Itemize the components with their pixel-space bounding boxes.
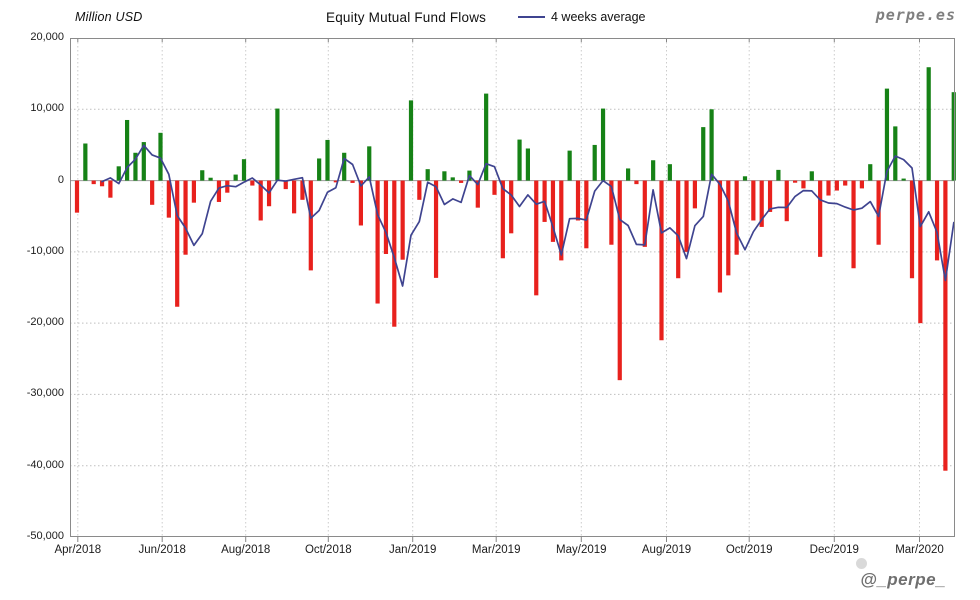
x-axis-label: Mar/2020 bbox=[895, 544, 944, 556]
x-axis-label: Mar/2019 bbox=[471, 544, 521, 556]
y-axis-label: 10,000 bbox=[30, 102, 64, 115]
y-axis-units-label: Million USD bbox=[75, 10, 143, 24]
y-axis-label: -50,000 bbox=[26, 530, 64, 542]
x-axis-label: Dec/2019 bbox=[809, 544, 859, 556]
author-handle: @_perpe_ bbox=[860, 570, 946, 589]
y-axis-label: 20,000 bbox=[30, 31, 64, 43]
y-axis-label: -40,000 bbox=[26, 458, 64, 471]
x-axis-label: Jun/2018 bbox=[138, 544, 186, 556]
y-axis-labels: 20,000 10,000 0 -10,000 -20,000 -30,000 -40,00… bbox=[0, 31, 64, 542]
chart-title: Equity Mutual Fund Flows bbox=[326, 10, 487, 25]
plot-area bbox=[70, 38, 956, 542]
x-axis-label: Aug/2019 bbox=[641, 544, 692, 556]
x-axis-labels: Apr/2018 Jun/2018 Aug/2018 Oct/2018 Jan/2019… bbox=[54, 544, 955, 564]
x-axis-label: Oct/2019 bbox=[725, 544, 773, 556]
y-axis-label: 0 bbox=[57, 173, 64, 186]
x-axis-label: Jan/2019 bbox=[389, 544, 437, 556]
legend-label: 4 weeks average bbox=[551, 10, 646, 24]
brand-watermark: perpe.es bbox=[875, 6, 956, 24]
y-axis-label: -20,000 bbox=[26, 316, 64, 329]
x-axis-label: Oct/2018 bbox=[304, 544, 352, 556]
legend: 4 weeks average bbox=[518, 10, 646, 24]
chart-svg bbox=[70, 38, 956, 542]
x-axis-label: Apr/2018 bbox=[54, 544, 102, 556]
x-axis-label: May/2019 bbox=[556, 544, 607, 556]
logo-circle-icon bbox=[856, 558, 867, 569]
y-axis-label: -10,000 bbox=[26, 244, 64, 257]
legend-line-swatch bbox=[518, 16, 545, 18]
x-axis-label: Aug/2018 bbox=[221, 544, 271, 556]
y-axis-label: -30,000 bbox=[26, 387, 64, 400]
